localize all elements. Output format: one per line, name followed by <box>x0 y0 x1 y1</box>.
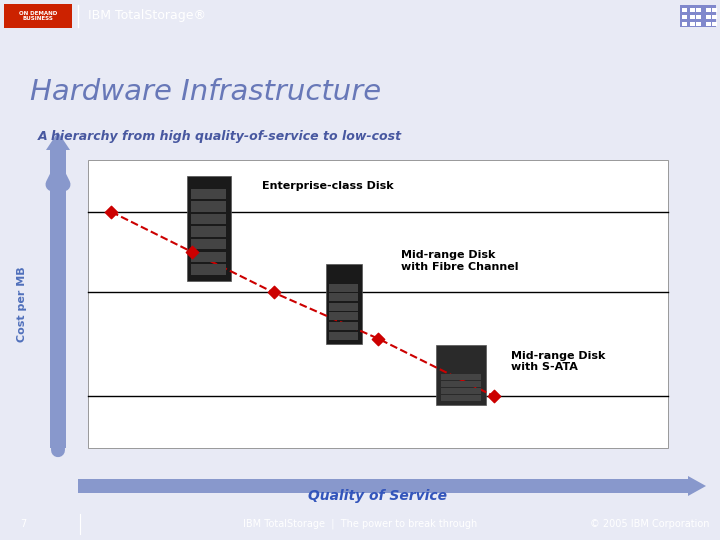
Point <box>488 392 500 401</box>
Text: Cost per MB: Cost per MB <box>17 266 27 342</box>
Bar <box>690 15 695 19</box>
Bar <box>682 15 687 19</box>
Bar <box>329 332 359 340</box>
Bar <box>441 388 481 394</box>
Bar <box>712 22 717 26</box>
Bar <box>696 15 701 19</box>
Bar <box>191 264 226 275</box>
Bar <box>329 284 359 292</box>
Text: IBM TotalStorage  |  The power to break through: IBM TotalStorage | The power to break th… <box>243 519 477 529</box>
Text: Enterprise-class Disk: Enterprise-class Disk <box>262 181 394 191</box>
Point <box>372 334 384 343</box>
Text: 7: 7 <box>20 519 26 529</box>
Point <box>186 248 198 256</box>
Point <box>268 288 279 297</box>
Bar <box>329 322 359 330</box>
Bar <box>690 8 695 12</box>
Bar <box>682 22 687 26</box>
Bar <box>191 188 226 199</box>
Bar <box>191 226 226 237</box>
Bar <box>712 15 717 19</box>
Bar <box>441 381 481 387</box>
Text: © 2005 IBM Corporation: © 2005 IBM Corporation <box>590 519 710 529</box>
Bar <box>436 345 486 405</box>
Text: Hardware Infrastructure: Hardware Infrastructure <box>30 78 381 106</box>
Bar <box>191 201 226 212</box>
Text: IBM TotalStorage®: IBM TotalStorage® <box>88 10 206 23</box>
Bar <box>706 15 711 19</box>
Text: Quality of Service: Quality of Service <box>308 489 448 503</box>
FancyArrow shape <box>78 476 706 496</box>
FancyArrow shape <box>46 132 70 448</box>
Bar <box>88 160 668 448</box>
Bar <box>329 293 359 301</box>
Bar <box>191 239 226 249</box>
Bar <box>706 22 711 26</box>
Text: ON DEMAND
BUSINESS: ON DEMAND BUSINESS <box>19 11 57 22</box>
Bar <box>696 8 701 12</box>
Text: Mid-range Disk
with Fibre Channel: Mid-range Disk with Fibre Channel <box>401 250 518 272</box>
Bar <box>329 303 359 310</box>
Bar <box>690 22 695 26</box>
Bar <box>696 22 701 26</box>
Bar <box>712 8 717 12</box>
Bar <box>325 264 361 345</box>
Bar <box>441 374 481 380</box>
Bar <box>682 8 687 12</box>
Bar <box>441 395 481 401</box>
Text: Mid-range Disk
with S-ATA: Mid-range Disk with S-ATA <box>511 351 606 373</box>
Bar <box>680 5 716 27</box>
Text: A hierarchy from high quality-of-service to low-cost: A hierarchy from high quality-of-service… <box>38 130 402 143</box>
Point <box>105 207 117 216</box>
Bar <box>191 214 226 224</box>
Bar <box>4 4 72 28</box>
Bar <box>191 252 226 262</box>
Bar <box>186 176 230 281</box>
Bar <box>329 312 359 320</box>
Bar <box>706 8 711 12</box>
